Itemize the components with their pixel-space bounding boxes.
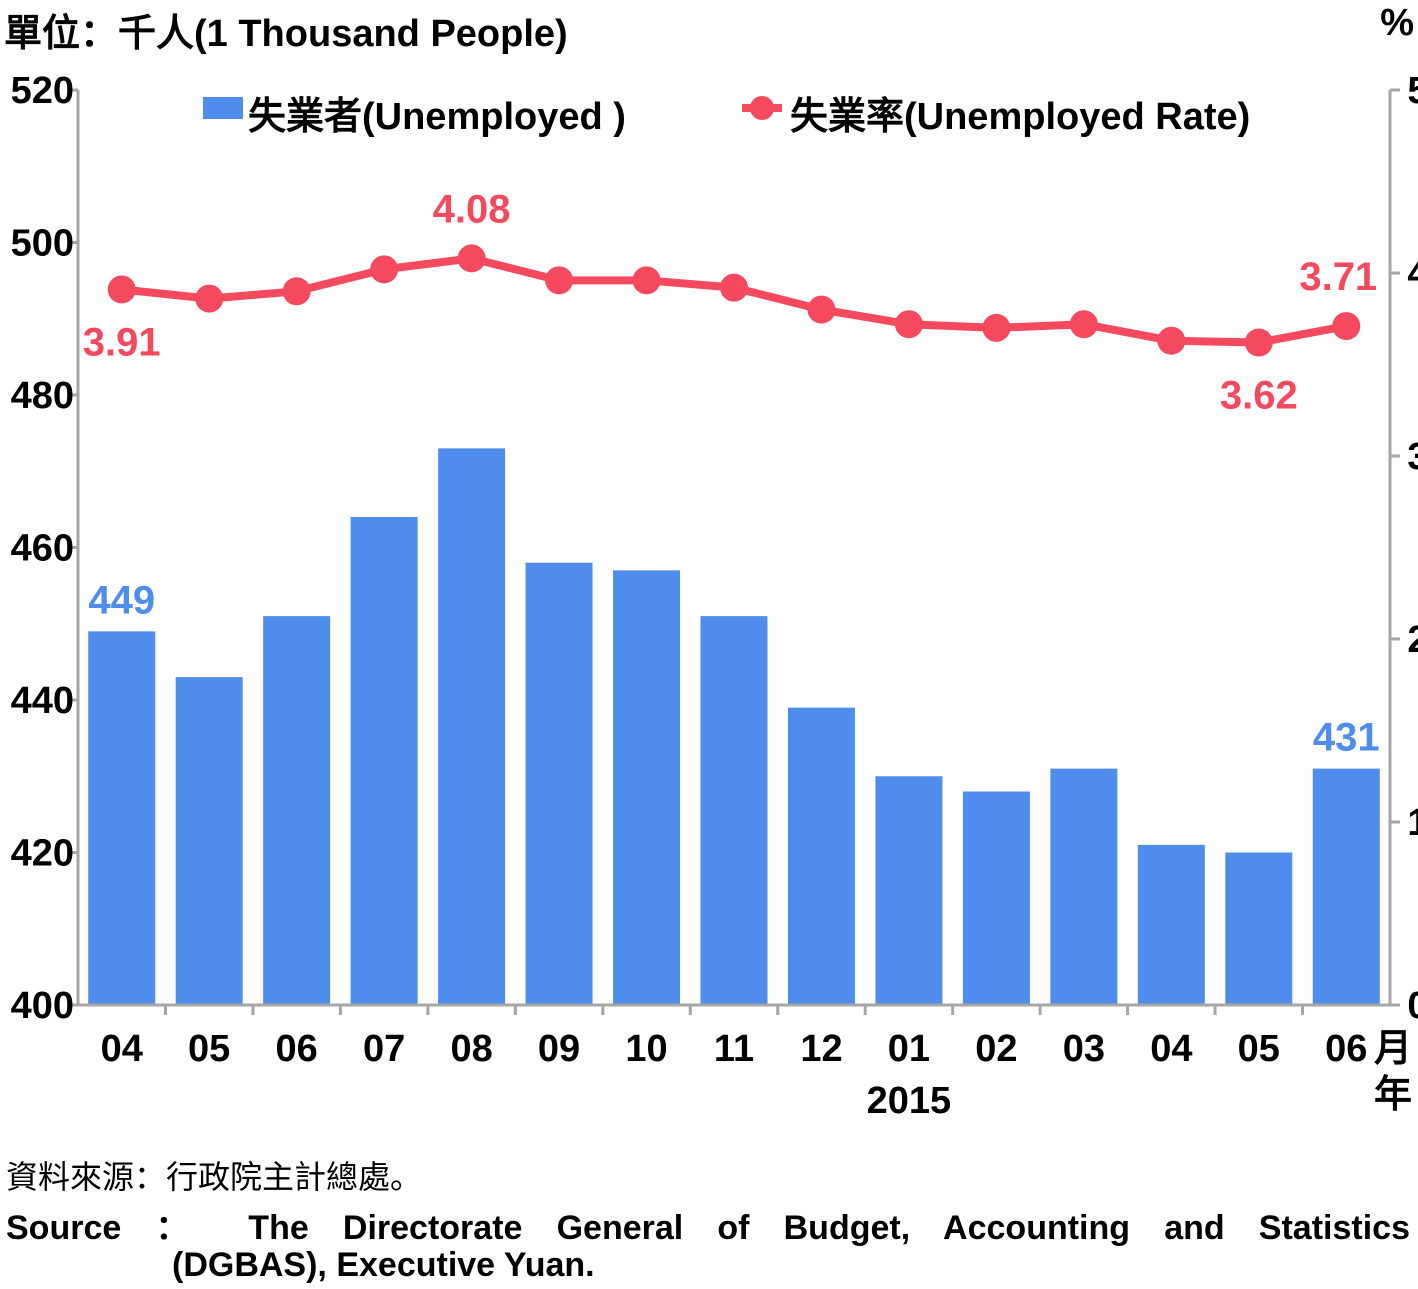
left-tick-label: 520 (11, 70, 74, 112)
legend-line-label: 失業率(Unemployed Rate) (790, 96, 1250, 138)
bar (962, 791, 1030, 1005)
rate-point (545, 266, 574, 295)
source-en-line1: Source ： The Directorate General of Budg… (6, 1209, 1410, 1247)
rate-data-label: 3.71 (1299, 255, 1377, 299)
bar (438, 448, 506, 1005)
x-tick-label: 06 (1325, 1028, 1367, 1070)
legend-bar-swatch (203, 97, 243, 119)
rate-point (982, 313, 1011, 342)
x-tick-label: 04 (101, 1028, 143, 1070)
bar (88, 631, 156, 1005)
rate-point (1157, 326, 1186, 355)
x-tick-label: 01 (888, 1028, 930, 1070)
x-tick-label: 06 (276, 1028, 318, 1070)
rate-data-label: 3.91 (83, 320, 161, 364)
right-tick-label: 1 (1407, 802, 1418, 844)
left-tick-label: 440 (11, 680, 74, 722)
rate-point (282, 277, 311, 306)
x-tick-label: 11 (714, 1028, 754, 1070)
rate-point (720, 273, 748, 302)
x-tick-label: 10 (625, 1028, 667, 1070)
left-tick-label: 420 (11, 833, 74, 875)
x-tick-label: 05 (188, 1028, 230, 1070)
rate-point (195, 284, 224, 313)
right-tick-label: 3 (1407, 436, 1418, 478)
left-axis-unit-label: 單位：千人(1 Thousand People) (4, 13, 568, 55)
x-tick-label: 02 (975, 1028, 1017, 1070)
bar (1137, 844, 1205, 1005)
x-tick-label: 05 (1238, 1028, 1280, 1070)
right-tick-label: 4 (1407, 253, 1418, 295)
legend-line-marker (750, 96, 774, 120)
left-tick-label: 460 (11, 528, 74, 570)
bar (525, 562, 593, 1005)
rate-point (1332, 312, 1361, 341)
rate-point (370, 255, 399, 284)
bar (175, 677, 243, 1005)
x-tick-label: 08 (450, 1028, 492, 1070)
combo-chart: 4004204404604805005200123450405060708091… (11, 70, 1418, 1122)
x-year-label: 2015 (867, 1080, 952, 1122)
bar (700, 616, 768, 1005)
x-tick-label: 09 (538, 1028, 580, 1070)
left-tick-label: 480 (11, 375, 74, 417)
rate-data-label: 4.08 (433, 187, 511, 231)
x-tick-label: 12 (800, 1028, 842, 1070)
bar (875, 776, 943, 1005)
rate-point (632, 266, 661, 295)
rate-point (807, 295, 836, 324)
rate-point (1244, 328, 1273, 357)
x-tick-label: 04 (1150, 1028, 1192, 1070)
source-zh: 資料來源：行政院主計總處。 (6, 1159, 423, 1195)
rate-data-label: 3.62 (1220, 374, 1298, 418)
x-month-suffix: 月 (1374, 1028, 1412, 1070)
bar-data-label: 431 (1313, 716, 1380, 760)
right-tick-label: 0 (1407, 985, 1418, 1027)
source-en-line2: (DGBAS), Executive Yuan. (172, 1246, 595, 1284)
bar (1312, 768, 1380, 1005)
legend-bar-label: 失業者(Unemployed ) (248, 96, 626, 138)
bar (787, 707, 855, 1005)
rate-point (457, 244, 486, 273)
right-tick-label: 2 (1407, 619, 1418, 661)
bar-data-label: 449 (88, 578, 155, 622)
rate-point (894, 310, 923, 339)
bar (350, 517, 418, 1005)
rate-point (1069, 310, 1098, 339)
rate-point (107, 275, 136, 304)
bar (263, 616, 331, 1005)
bar (1050, 768, 1118, 1005)
x-tick-label: 03 (1063, 1028, 1105, 1070)
left-tick-label: 400 (11, 985, 74, 1027)
bar (613, 570, 681, 1005)
right-axis-unit-label: % (1380, 2, 1414, 44)
bar (1225, 852, 1293, 1005)
right-tick-label: 5 (1407, 70, 1418, 112)
left-tick-label: 500 (11, 223, 74, 265)
x-year-suffix: 年 (1374, 1074, 1412, 1116)
x-tick-label: 07 (363, 1028, 405, 1070)
